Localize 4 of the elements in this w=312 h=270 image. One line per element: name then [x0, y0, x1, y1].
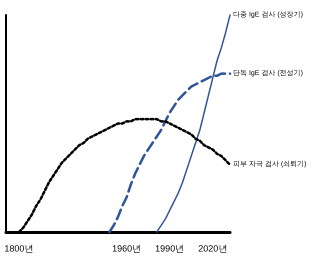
x-tick-label: 2020년 — [198, 244, 228, 254]
x-tick-label: 1990년 — [155, 244, 184, 254]
x-tick-label: 1960년 — [112, 244, 142, 254]
x-tick-label: 1800년 — [4, 244, 34, 254]
